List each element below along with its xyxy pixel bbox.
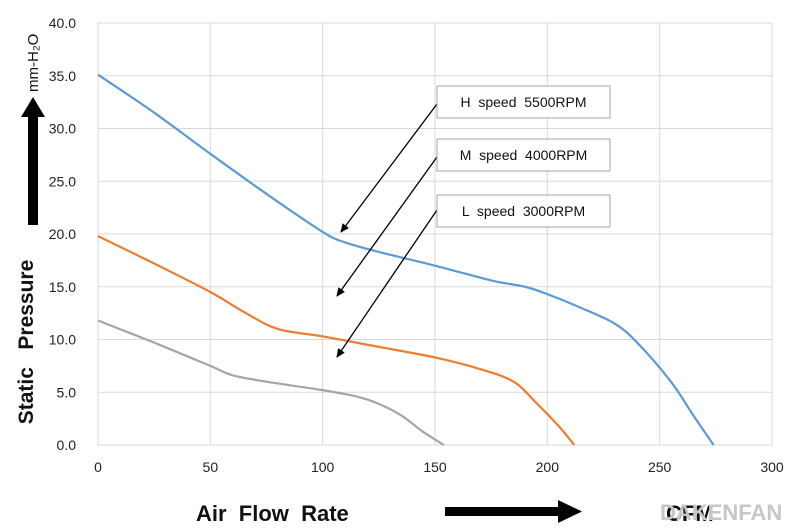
y-axis-arrow-head <box>21 97 45 117</box>
legend-item-h-speed: H speed 5500RPM <box>436 85 611 119</box>
arrow-h-speed <box>340 103 438 233</box>
y-tick-label: 35.0 <box>49 68 76 84</box>
x-axis-arrow-shaft <box>445 507 560 516</box>
y-tick-label: 40.0 <box>49 15 76 31</box>
legend-label-l-speed: L speed 3000RPM <box>462 203 585 219</box>
y-tick-label: 10.0 <box>49 332 76 348</box>
x-axis-ticks: 0 50 100 150 200 250 300 <box>94 459 784 475</box>
x-axis-title: Air Flow Rate <box>196 501 349 526</box>
x-tick-label: 300 <box>760 459 784 475</box>
x-tick-label: 200 <box>536 459 560 475</box>
series-line-m-speed <box>97 235 576 446</box>
x-tick-label: 100 <box>311 459 335 475</box>
x-tick-label: 150 <box>423 459 447 475</box>
legend-item-l-speed: L speed 3000RPM <box>436 194 611 228</box>
y-tick-label: 0.0 <box>57 437 77 453</box>
y-tick-label: 30.0 <box>49 121 76 137</box>
legend: H speed 5500RPM M speed 4000RPM L speed … <box>436 85 611 228</box>
x-axis-title-group: Air Flow Rate CFM <box>196 500 714 526</box>
legend-label-m-speed: M speed 4000RPM <box>460 147 588 163</box>
y-tick-label: 15.0 <box>49 279 76 295</box>
x-tick-label: 50 <box>203 459 219 475</box>
y-tick-label: 20.0 <box>49 226 76 242</box>
x-tick-label: 250 <box>648 459 672 475</box>
y-axis-title-group: Static Pressure mm-H₂O <box>15 34 45 425</box>
y-tick-label: 25.0 <box>49 173 76 189</box>
y-axis-title: Static Pressure <box>15 260 38 425</box>
y-axis-unit: mm-H₂O <box>25 34 42 92</box>
arrow-m-speed <box>336 156 438 297</box>
legend-item-m-speed: M speed 4000RPM <box>436 138 611 172</box>
series-lines <box>97 73 715 446</box>
y-axis-arrow-shaft <box>28 115 38 225</box>
series-line-l-speed <box>97 319 445 446</box>
watermark-logo: DAKENFAN <box>660 500 782 525</box>
x-axis-unit: CFM <box>666 501 714 526</box>
y-tick-label: 5.0 <box>57 384 77 400</box>
series-line-h-speed <box>97 73 715 446</box>
x-tick-label: 0 <box>94 459 102 475</box>
x-axis-arrow-head <box>558 500 582 523</box>
plot-border <box>97 22 773 446</box>
legend-arrows <box>336 103 438 358</box>
legend-label-h-speed: H speed 5500RPM <box>460 94 586 110</box>
y-axis-ticks: 0.0 5.0 10.0 15.0 20.0 25.0 30.0 35.0 40.0 <box>49 15 76 453</box>
arrow-l-speed <box>336 209 438 358</box>
grid <box>97 22 773 446</box>
